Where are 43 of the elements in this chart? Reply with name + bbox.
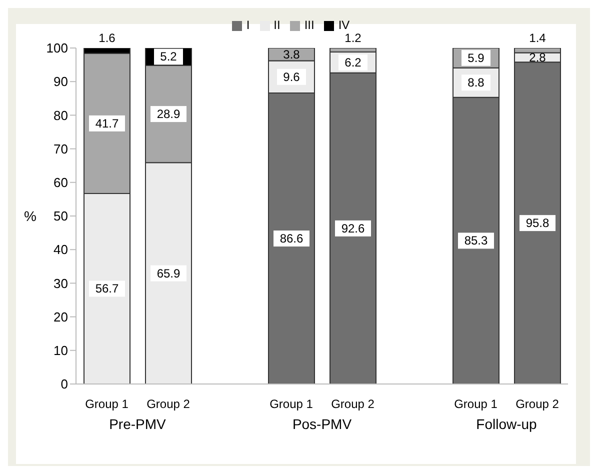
text: Pre-PMV bbox=[108, 416, 167, 432]
data-label: 2.8 bbox=[529, 50, 546, 64]
legend-label: II bbox=[274, 18, 280, 32]
data-label: 65.9 bbox=[156, 266, 180, 280]
legend-label: IV bbox=[338, 18, 350, 32]
y-tick-label: 40 bbox=[54, 242, 68, 258]
data-label: 5.2 bbox=[160, 50, 178, 64]
y-tick-label: 10 bbox=[54, 343, 68, 358]
legend-label: I bbox=[246, 18, 250, 32]
data-label: 6.2 bbox=[344, 55, 362, 70]
data-label: 86.6 bbox=[280, 232, 304, 246]
data-label: 3.8 bbox=[283, 47, 300, 62]
y-tick-label: 100 bbox=[46, 40, 68, 56]
data-label: 28.9 bbox=[156, 107, 180, 122]
x-tick-label: Group 1 bbox=[454, 397, 498, 411]
legend-label: III bbox=[304, 18, 314, 32]
data-label: 1.4 bbox=[529, 31, 546, 45]
y-tick-label: 70 bbox=[54, 141, 68, 156]
x-tick-label: Group 2 bbox=[331, 397, 375, 411]
x-tick-label: Group 2 bbox=[146, 397, 190, 411]
text: Follow-up bbox=[475, 416, 538, 432]
data-label: 95.8 bbox=[526, 216, 550, 230]
y-tick-label: 80 bbox=[54, 108, 68, 123]
x-tick-label: Group 1 bbox=[270, 397, 314, 411]
x-tick-label: Group 2 bbox=[516, 397, 560, 411]
data-label: 1.6 bbox=[98, 31, 116, 45]
data-label: 5.9 bbox=[468, 50, 485, 65]
data-label: 1.2 bbox=[344, 31, 362, 45]
data-label: 92.6 bbox=[341, 221, 365, 236]
y-tick-label: 60 bbox=[54, 175, 68, 190]
text: Pos-PMV bbox=[291, 416, 353, 432]
x-tick-label: Group 1 bbox=[85, 397, 129, 411]
data-label: 85.3 bbox=[464, 234, 488, 248]
y-tick-label: 30 bbox=[54, 276, 68, 291]
data-label: 9.6 bbox=[283, 70, 300, 84]
y-tick-label: 20 bbox=[54, 309, 68, 324]
y-tick-label: 90 bbox=[54, 74, 68, 90]
data-label: 41.7 bbox=[95, 116, 119, 130]
y-tick-label: 0 bbox=[60, 376, 68, 392]
y-axis-title: % bbox=[24, 208, 36, 224]
y-tick-label: 50 bbox=[54, 208, 68, 224]
data-label: 56.7 bbox=[95, 282, 119, 296]
data-label: 8.8 bbox=[468, 76, 485, 90]
